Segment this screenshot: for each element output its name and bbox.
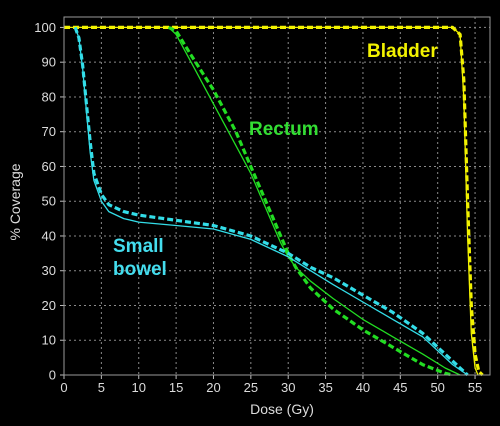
series-line-1-dashed bbox=[64, 25, 484, 377]
y-tick-label: 50 bbox=[42, 194, 56, 209]
x-tick-label: 30 bbox=[281, 380, 295, 395]
y-tick-label: 100 bbox=[34, 20, 56, 35]
x-tick-label: 45 bbox=[393, 380, 407, 395]
y-tick-label: 80 bbox=[42, 89, 56, 104]
x-tick-label: 5 bbox=[98, 380, 105, 395]
y-tick-label: 0 bbox=[49, 368, 56, 383]
axes bbox=[60, 16, 491, 379]
annotation-0: Bladder bbox=[367, 41, 438, 62]
x-tick-label: 50 bbox=[430, 380, 444, 395]
annotation-line: bowel bbox=[113, 259, 167, 280]
y-tick-label: 20 bbox=[42, 298, 56, 313]
x-tick-label: 15 bbox=[169, 380, 183, 395]
series-line-5-dashed bbox=[73, 26, 469, 377]
annotations: Bladder Rectum Small bowel bbox=[113, 41, 438, 280]
annotation-line: Small bbox=[113, 236, 164, 257]
grid bbox=[64, 17, 490, 375]
y-tick-label: 40 bbox=[42, 228, 56, 243]
annotation-line: Bladder bbox=[367, 41, 438, 62]
annotation-line: Rectum bbox=[249, 119, 319, 140]
y-tick-label: 10 bbox=[42, 333, 56, 348]
annotation-2: Small bowel bbox=[113, 236, 167, 280]
y-tick-label: 30 bbox=[42, 263, 56, 278]
x-tick-label: 40 bbox=[356, 380, 370, 395]
x-axis-label: Dose (Gy) bbox=[250, 401, 314, 417]
x-tick-label: 35 bbox=[318, 380, 332, 395]
plot-area bbox=[64, 17, 490, 375]
x-tick-label: 25 bbox=[244, 380, 258, 395]
x-tick-label: 55 bbox=[468, 380, 482, 395]
plot-frame bbox=[63, 16, 491, 376]
x-tick-label: 0 bbox=[60, 380, 67, 395]
tick-labels: 0 5 10 15 20 25 30 35 40 45 50 55 0 10 20 30 40 50 60 70 80 9… bbox=[34, 20, 482, 395]
y-tick-label: 90 bbox=[42, 55, 56, 70]
x-tick-label: 20 bbox=[206, 380, 220, 395]
annotation-1: Rectum bbox=[249, 119, 319, 140]
series-layer bbox=[64, 25, 484, 377]
x-tick-label: 10 bbox=[132, 380, 146, 395]
y-axis-label: % Coverage bbox=[7, 163, 23, 240]
y-tick-label: 70 bbox=[42, 124, 56, 139]
y-tick-label: 60 bbox=[42, 159, 56, 174]
